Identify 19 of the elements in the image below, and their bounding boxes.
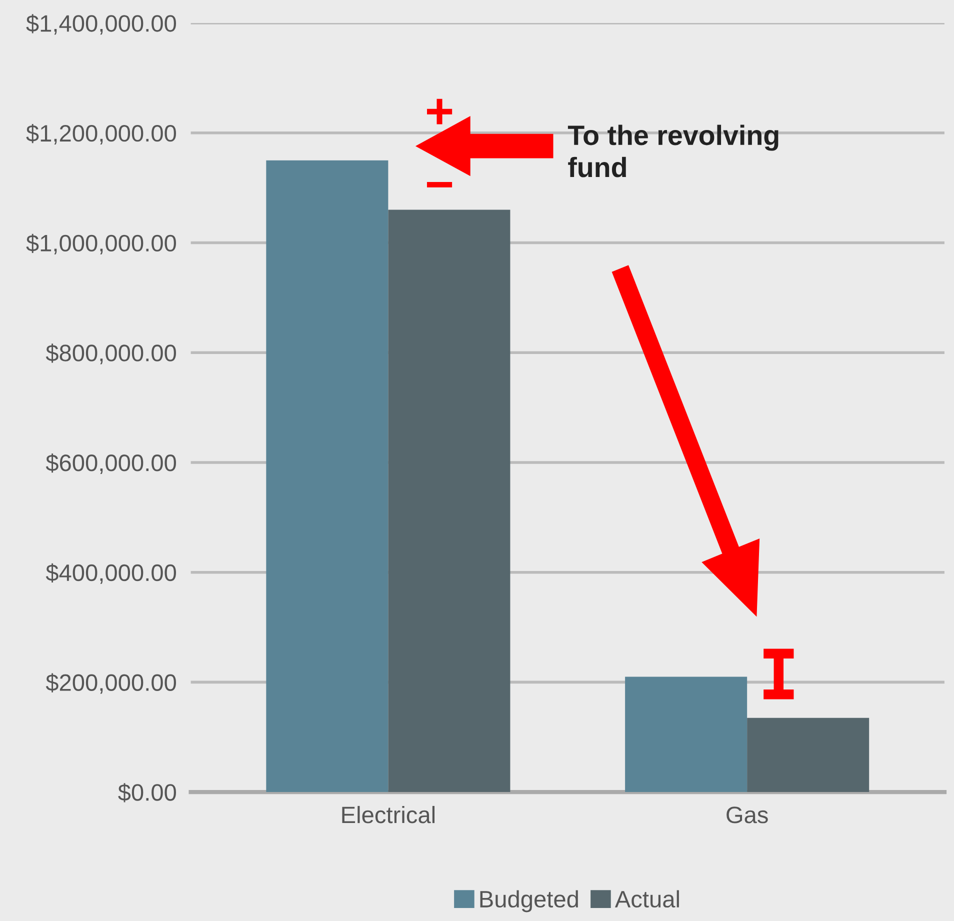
bar: [625, 676, 748, 792]
y-tick-label: $1,400,000.00: [26, 14, 176, 35]
bar: [266, 160, 388, 792]
y-tick-label: $800,000.00: [46, 344, 176, 364]
y-tick-label: $1,000,000.00: [26, 234, 176, 254]
y-tick-label: $1,200,000.00: [26, 124, 176, 144]
x-tick-label: Gas: [726, 806, 768, 824]
bar: [747, 718, 870, 792]
y-tick-label: $400,000.00: [46, 563, 176, 584]
annotation: +: [427, 98, 452, 124]
x-tick-label: Electrical: [342, 806, 434, 824]
y-tick-label: $600,000.00: [46, 454, 176, 474]
y-tick-label: $200,000.00: [46, 673, 176, 694]
y-tick-label: $0.00: [118, 783, 176, 802]
legend-label: Budgeted: [480, 890, 578, 912]
annotation: −: [426, 182, 452, 188]
annotation: To the revolving fund: [568, 124, 778, 178]
bar: [388, 210, 510, 792]
legend-label: Actual: [614, 890, 679, 908]
